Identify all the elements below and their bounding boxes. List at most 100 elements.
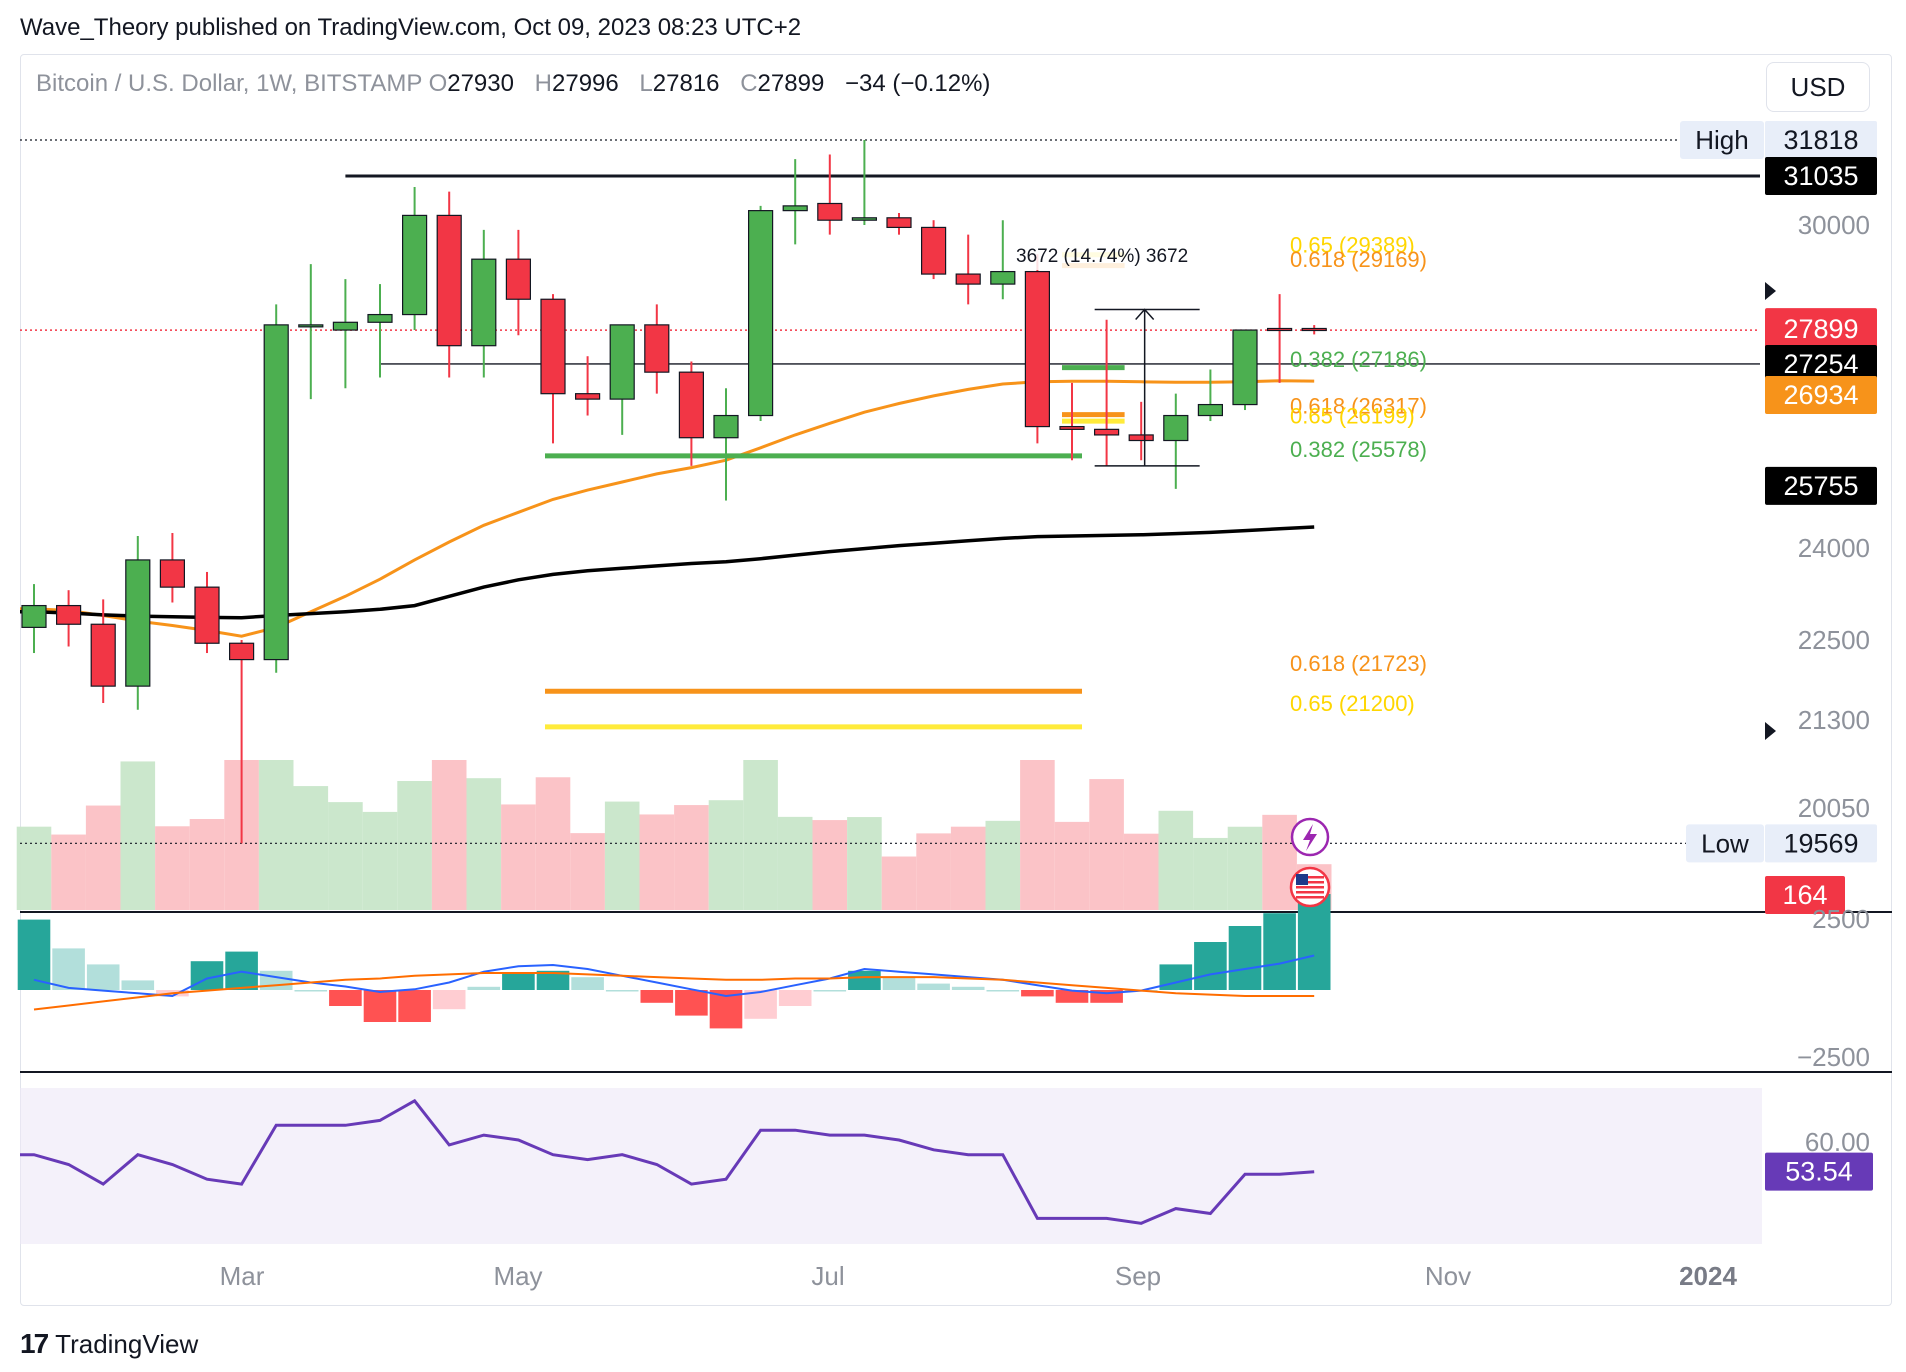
macd-tick: −2500 bbox=[1797, 1042, 1870, 1072]
candle-body bbox=[1163, 414, 1189, 442]
candle-body bbox=[90, 623, 116, 687]
support-tag-text: 27254 bbox=[1783, 349, 1858, 379]
us-flag-icon bbox=[1296, 886, 1324, 889]
open-value: 27930 bbox=[447, 70, 514, 97]
scroll-arrow-icon bbox=[1765, 282, 1776, 300]
volume-bar bbox=[1158, 810, 1194, 910]
candle-body bbox=[1024, 270, 1051, 428]
candle-body bbox=[817, 202, 843, 221]
high-label: H bbox=[534, 70, 552, 97]
fib-label-5: 0.382 (25578) bbox=[1290, 437, 1427, 462]
candle-body bbox=[886, 217, 912, 229]
volume-bar bbox=[258, 760, 294, 910]
macd-hist-bar bbox=[744, 990, 777, 1019]
macd-hist-bar bbox=[778, 990, 812, 1006]
time-axis: Mar May Jul Sep Nov 2024 bbox=[220, 1261, 1738, 1291]
close-label: C bbox=[740, 70, 758, 97]
high-caption-bg bbox=[1680, 121, 1764, 159]
ema50-tag-text: 26934 bbox=[1783, 380, 1858, 410]
close-value: 27899 bbox=[757, 70, 825, 97]
macd-hist-bar bbox=[986, 990, 1020, 992]
volume-bar bbox=[328, 802, 363, 910]
candle-body bbox=[471, 258, 497, 347]
macd-hist-bar bbox=[1021, 990, 1054, 997]
currency-button[interactable]: USD bbox=[1766, 62, 1870, 112]
volume-bar bbox=[51, 834, 86, 910]
low-label: L bbox=[639, 70, 653, 97]
macd-pane: 2500 −2500 bbox=[17, 894, 1892, 1073]
macd-hist-bar bbox=[1055, 990, 1089, 1003]
macd-hist-bar bbox=[536, 970, 570, 990]
candle-body bbox=[574, 393, 601, 400]
macd-hist-bar bbox=[848, 970, 881, 990]
us-flag-icon bbox=[1296, 891, 1324, 894]
footer-brand: 17 TradingView bbox=[20, 1328, 198, 1360]
symbol-legend: Bitcoin / U.S. Dollar, 1W, BITSTAMP O279… bbox=[36, 70, 1004, 98]
candle-body bbox=[1266, 327, 1293, 332]
volume-bar bbox=[16, 826, 52, 910]
macd-hist-bar bbox=[363, 990, 397, 1022]
volume-bar bbox=[916, 833, 951, 910]
ema200-tag bbox=[1765, 466, 1877, 505]
macd-hist-bar bbox=[605, 990, 639, 992]
volume-bar bbox=[604, 801, 640, 910]
volume-bar bbox=[1089, 779, 1124, 910]
volume-bar bbox=[397, 781, 432, 910]
volume-bar bbox=[812, 820, 848, 910]
volume-bar bbox=[674, 805, 709, 910]
volume-bar bbox=[777, 816, 813, 910]
candle-body bbox=[1197, 403, 1224, 417]
fib-label-0: 0.65 (29389) bbox=[1290, 232, 1415, 257]
candle-body bbox=[678, 371, 705, 439]
us-flag-icon bbox=[1296, 876, 1324, 879]
volume-bar bbox=[1054, 821, 1090, 910]
volume-bar bbox=[1123, 833, 1159, 910]
rsi-tag-text: 53.54 bbox=[1785, 1157, 1853, 1187]
volume-bar bbox=[466, 778, 502, 910]
macd-hist-bar bbox=[259, 970, 293, 990]
volume-bar bbox=[501, 804, 536, 910]
rsi-tag bbox=[1765, 1152, 1873, 1191]
volume-bar bbox=[1227, 826, 1263, 910]
macd-hist-bar bbox=[398, 990, 431, 1022]
volume-bar bbox=[85, 805, 121, 910]
macd-hist-bar bbox=[467, 986, 501, 990]
candles-layer bbox=[21, 140, 1327, 844]
low-tag-text: 19569 bbox=[1783, 828, 1858, 858]
candle-body bbox=[609, 324, 635, 400]
macd-hist-bar bbox=[1228, 926, 1262, 990]
candle-body bbox=[1232, 329, 1258, 406]
volume-bar bbox=[847, 817, 882, 910]
candle-body bbox=[298, 324, 324, 328]
candle-body bbox=[125, 559, 151, 687]
macd-line bbox=[33, 954, 1315, 998]
candle-body bbox=[505, 258, 531, 300]
volume-bar bbox=[570, 833, 605, 910]
candle-body bbox=[159, 559, 185, 588]
candle-body bbox=[229, 642, 255, 661]
low-caption-bg bbox=[1686, 824, 1764, 863]
macd-hist-bar bbox=[571, 977, 604, 990]
time-tick: Mar bbox=[220, 1261, 265, 1291]
macd-hist-bar bbox=[17, 919, 51, 990]
macd-hist-bar bbox=[86, 964, 120, 990]
us-flag-icon bbox=[1296, 896, 1324, 899]
price-tick: 21300 bbox=[1798, 705, 1870, 735]
high-tag-text: 31818 bbox=[1783, 125, 1858, 155]
low-value: 27816 bbox=[652, 70, 720, 97]
time-tick: May bbox=[493, 1261, 542, 1291]
candle-body bbox=[1301, 327, 1327, 332]
macd-hist-bar bbox=[329, 990, 362, 1006]
change-value: −34 (−0.12%) bbox=[844, 70, 991, 97]
candle-body bbox=[713, 414, 739, 439]
candle-body bbox=[55, 604, 82, 625]
current-tag-text: 27899 bbox=[1783, 314, 1858, 344]
open-label: O bbox=[428, 70, 448, 97]
macd-hist-bar bbox=[882, 977, 916, 990]
candle-body bbox=[402, 214, 428, 316]
price-axis: 30000 24000 22500 21300 20050 High 31818 31035 2… bbox=[1680, 121, 1877, 914]
candle-body bbox=[851, 217, 878, 221]
ema200-tag-text: 25755 bbox=[1783, 471, 1858, 501]
macd-tick: 2500 bbox=[1812, 904, 1870, 934]
resistance-tag bbox=[1765, 156, 1877, 195]
